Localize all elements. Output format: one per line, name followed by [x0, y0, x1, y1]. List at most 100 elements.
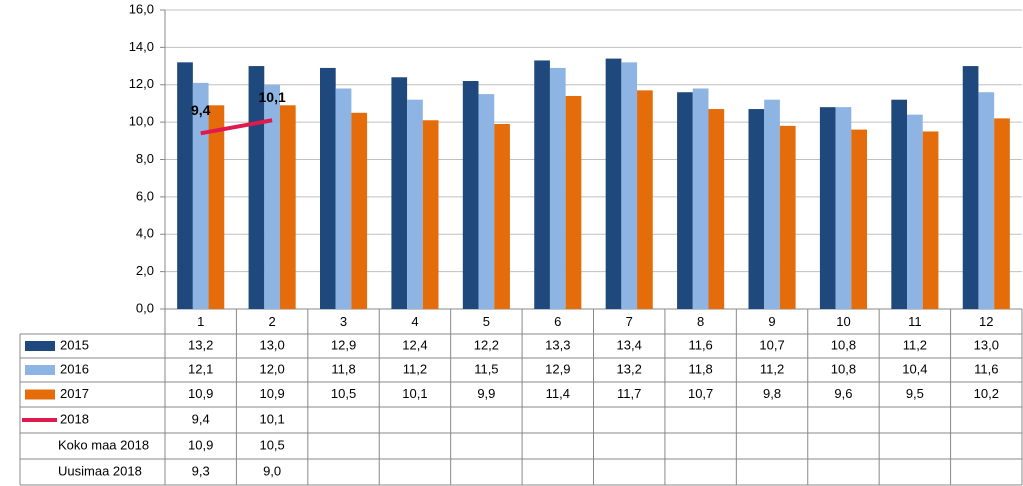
table-cell: 11,2: [903, 337, 927, 352]
legend-label: Koko maa 2018: [58, 437, 149, 452]
table-cell: 11,5: [474, 361, 498, 376]
x-tick-label: 2: [269, 314, 276, 329]
bar: [962, 66, 979, 309]
bar: [192, 82, 209, 309]
y-tick-label: 12,0: [129, 76, 154, 91]
table-cell: 10,7: [688, 386, 713, 401]
table-cell: 13,3: [545, 337, 570, 352]
bar: [922, 131, 939, 309]
table-cell: 11,2: [760, 361, 784, 376]
bar: [621, 62, 638, 310]
table-cell: 10,1: [259, 411, 284, 426]
table-cell: 12,2: [474, 337, 499, 352]
table-cell: 10,5: [259, 437, 284, 452]
line-series: [200, 118, 273, 136]
table-cell: 11,8: [331, 361, 355, 376]
x-tick-label: 11: [908, 314, 922, 329]
bar: [208, 105, 225, 310]
table-cell: 9,6: [834, 386, 852, 401]
table-cell: 10,9: [259, 386, 284, 401]
table-cell: 9,3: [192, 463, 210, 478]
bar: [335, 88, 352, 309]
table-cell: 13,2: [617, 361, 642, 376]
bar: [549, 67, 566, 310]
table-cell: 11,2: [403, 361, 427, 376]
data-label: 10,1: [259, 89, 286, 105]
bar: [835, 107, 852, 309]
table-cell: 13,2: [188, 337, 213, 352]
bar: [692, 88, 709, 309]
table-cell: 11,8: [688, 361, 712, 376]
legend-swatch: [25, 389, 55, 400]
table-cell: 13,4: [617, 337, 642, 352]
table-cell: 11,7: [617, 386, 641, 401]
bar: [264, 84, 280, 309]
table-cell: 9,9: [477, 386, 495, 401]
legend-label: 2015: [60, 337, 89, 352]
table-cell: 12,9: [331, 337, 356, 352]
bar: [748, 109, 765, 309]
bar: [494, 123, 510, 310]
bar: [891, 99, 908, 309]
bar: [565, 95, 582, 310]
x-tick-label: 7: [626, 314, 633, 329]
table-cell: 9,4: [192, 411, 210, 426]
bar: [391, 77, 408, 310]
y-tick-label: 0,0: [136, 300, 154, 315]
table-cell: 13,0: [974, 337, 999, 352]
table-cell: 10,5: [331, 386, 356, 401]
table-cell: 12,0: [259, 361, 284, 376]
bar: [764, 99, 780, 309]
table-cell: 11,6: [974, 361, 998, 376]
bar: [819, 107, 836, 309]
bar: [994, 118, 1010, 309]
table-cell: 12,9: [545, 361, 570, 376]
legend-swatch: [25, 365, 55, 375]
bar: [462, 81, 479, 309]
y-tick-label: 8,0: [136, 151, 154, 166]
bar: [677, 92, 693, 309]
table-cell: 10,1: [402, 386, 427, 401]
table-cell: 12,1: [188, 361, 213, 376]
y-tick-label: 6,0: [136, 188, 154, 203]
x-tick-label: 3: [340, 314, 347, 329]
bar: [708, 109, 725, 309]
y-tick-label: 14,0: [129, 39, 154, 54]
table-cell: 10,8: [831, 337, 856, 352]
legend-label: 2018: [60, 411, 89, 426]
legend-label: Uusimaa 2018: [58, 463, 142, 478]
table-cell: 10,9: [188, 386, 213, 401]
x-tick-label: 6: [554, 314, 561, 329]
table-cell: 10,7: [759, 337, 784, 352]
legend-swatch: [25, 341, 55, 351]
bar: [422, 120, 439, 309]
y-tick-label: 2,0: [136, 263, 154, 278]
y-tick-label: 16,0: [129, 1, 154, 16]
table-cell: 11,6: [688, 337, 712, 352]
x-tick-label: 4: [411, 314, 418, 329]
bar: [851, 129, 868, 309]
x-tick-label: 8: [697, 314, 704, 329]
table-cell: 9,8: [763, 386, 781, 401]
bar: [534, 60, 550, 309]
table-cell: 10,4: [902, 361, 927, 376]
bar: [279, 105, 296, 310]
bar: [637, 90, 653, 309]
bar: [319, 67, 336, 310]
table-cell: 10,2: [974, 386, 999, 401]
y-tick-label: 4,0: [136, 226, 154, 241]
table-cell: 10,9: [188, 437, 213, 452]
table-cell: 9,5: [906, 386, 924, 401]
table-cell: 12,4: [402, 337, 427, 352]
legend-label: 2016: [60, 361, 89, 376]
x-tick-label: 10: [836, 314, 850, 329]
x-tick-label: 1: [197, 314, 204, 329]
y-tick-label: 10,0: [129, 114, 154, 129]
bar: [907, 114, 923, 310]
bar: [351, 112, 368, 309]
legend-label: 2017: [60, 386, 89, 401]
table-cell: 13,0: [259, 337, 284, 352]
bar: [478, 94, 495, 309]
bar: [978, 92, 995, 309]
